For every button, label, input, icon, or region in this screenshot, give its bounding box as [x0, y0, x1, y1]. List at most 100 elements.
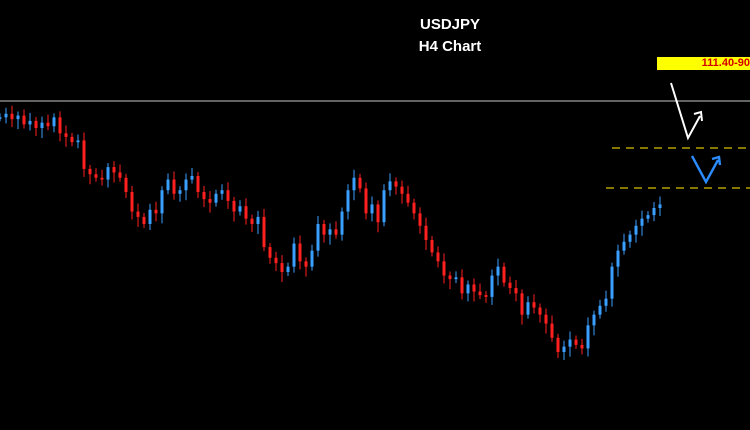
candle-body	[646, 215, 650, 219]
candle-body	[562, 346, 566, 352]
candle-body	[220, 190, 224, 194]
candle-body	[628, 234, 632, 242]
candle-body	[28, 120, 32, 125]
candle-body	[520, 293, 524, 315]
candle-body	[52, 117, 56, 127]
candle-body	[268, 247, 272, 258]
candle-body	[448, 275, 452, 280]
candle-body	[466, 284, 470, 294]
candle-body	[358, 177, 362, 189]
projection-arrow-white	[670, 82, 703, 141]
candle-body	[640, 218, 644, 226]
candle-body	[64, 133, 68, 137]
candle-body	[316, 224, 320, 251]
candle-body	[406, 193, 410, 203]
candle-body	[142, 216, 146, 224]
candle-body	[478, 291, 482, 296]
candle-body	[334, 229, 338, 235]
candle-body	[574, 339, 578, 345]
candle-body	[400, 186, 404, 194]
candle-body	[568, 339, 572, 347]
candle-body	[340, 211, 344, 235]
candle-body	[190, 176, 194, 180]
candle-body	[304, 261, 308, 267]
candle-body	[154, 209, 158, 214]
candle-body	[4, 113, 8, 118]
candle-body	[496, 266, 500, 276]
candle-body	[490, 275, 494, 297]
candle-body	[148, 209, 152, 224]
candle-body	[556, 337, 560, 352]
candle-body	[538, 307, 542, 315]
candle-body	[598, 305, 602, 315]
candle-body	[274, 257, 278, 264]
candle-body	[88, 168, 92, 175]
candle-body	[328, 229, 332, 235]
candle-body	[232, 200, 236, 212]
candle-body	[196, 176, 200, 192]
candle-body	[526, 302, 530, 315]
candle-body	[238, 206, 242, 212]
candle-body	[10, 113, 14, 120]
candle-body	[202, 192, 206, 200]
candle-body	[508, 282, 512, 288]
candle-body	[352, 177, 356, 191]
candle-body	[550, 323, 554, 338]
candle-body	[586, 325, 590, 349]
candle-body	[136, 211, 140, 217]
candle-body	[34, 120, 38, 128]
candle-body	[250, 218, 254, 224]
candle-body	[436, 252, 440, 262]
candle-body	[94, 174, 98, 178]
candle-body	[100, 177, 104, 180]
candle-body	[244, 206, 248, 219]
candle-body	[544, 314, 548, 324]
candle-body	[430, 240, 434, 253]
candle-body	[592, 314, 596, 326]
candle-body	[364, 188, 368, 214]
chart-subtitle: H4 Chart	[418, 38, 482, 55]
candle-body	[634, 225, 638, 235]
candle-body	[622, 241, 626, 251]
candle-body	[256, 216, 260, 224]
candle-body	[82, 140, 86, 169]
candle-body	[652, 208, 656, 216]
candle-body	[310, 250, 314, 267]
candle-body	[658, 204, 662, 208]
candle-body	[382, 190, 386, 223]
candle-body	[130, 192, 134, 212]
candle-body	[346, 190, 350, 212]
candle-body	[502, 266, 506, 283]
candle-body	[208, 199, 212, 203]
candle-body	[166, 179, 170, 191]
candle-body	[58, 117, 62, 134]
candle-body	[262, 216, 266, 248]
candle-body	[454, 277, 458, 280]
candle-series	[0, 105, 662, 360]
candle-body	[184, 179, 188, 191]
candle-body	[322, 224, 326, 235]
candle-body	[160, 190, 164, 214]
candle-body	[118, 172, 122, 178]
candle-body	[292, 243, 296, 267]
candle-body	[214, 193, 218, 203]
candle-body	[616, 250, 620, 267]
chart-title: USDJPY	[419, 16, 481, 33]
candle-body	[442, 261, 446, 276]
candle-body	[46, 122, 50, 127]
candle-body	[388, 181, 392, 191]
candle-body	[472, 284, 476, 292]
candle-body	[112, 167, 116, 173]
candle-body	[106, 167, 110, 180]
candle-body	[172, 179, 176, 194]
candle-body	[580, 344, 584, 349]
candle-body	[124, 177, 128, 192]
candle-body	[286, 266, 290, 272]
price-level-label: 111.40-90	[657, 57, 750, 70]
candle-body	[370, 204, 374, 214]
candle-body	[394, 181, 398, 187]
candle-body	[460, 277, 464, 294]
candle-body	[424, 225, 428, 240]
candle-body	[22, 115, 26, 125]
